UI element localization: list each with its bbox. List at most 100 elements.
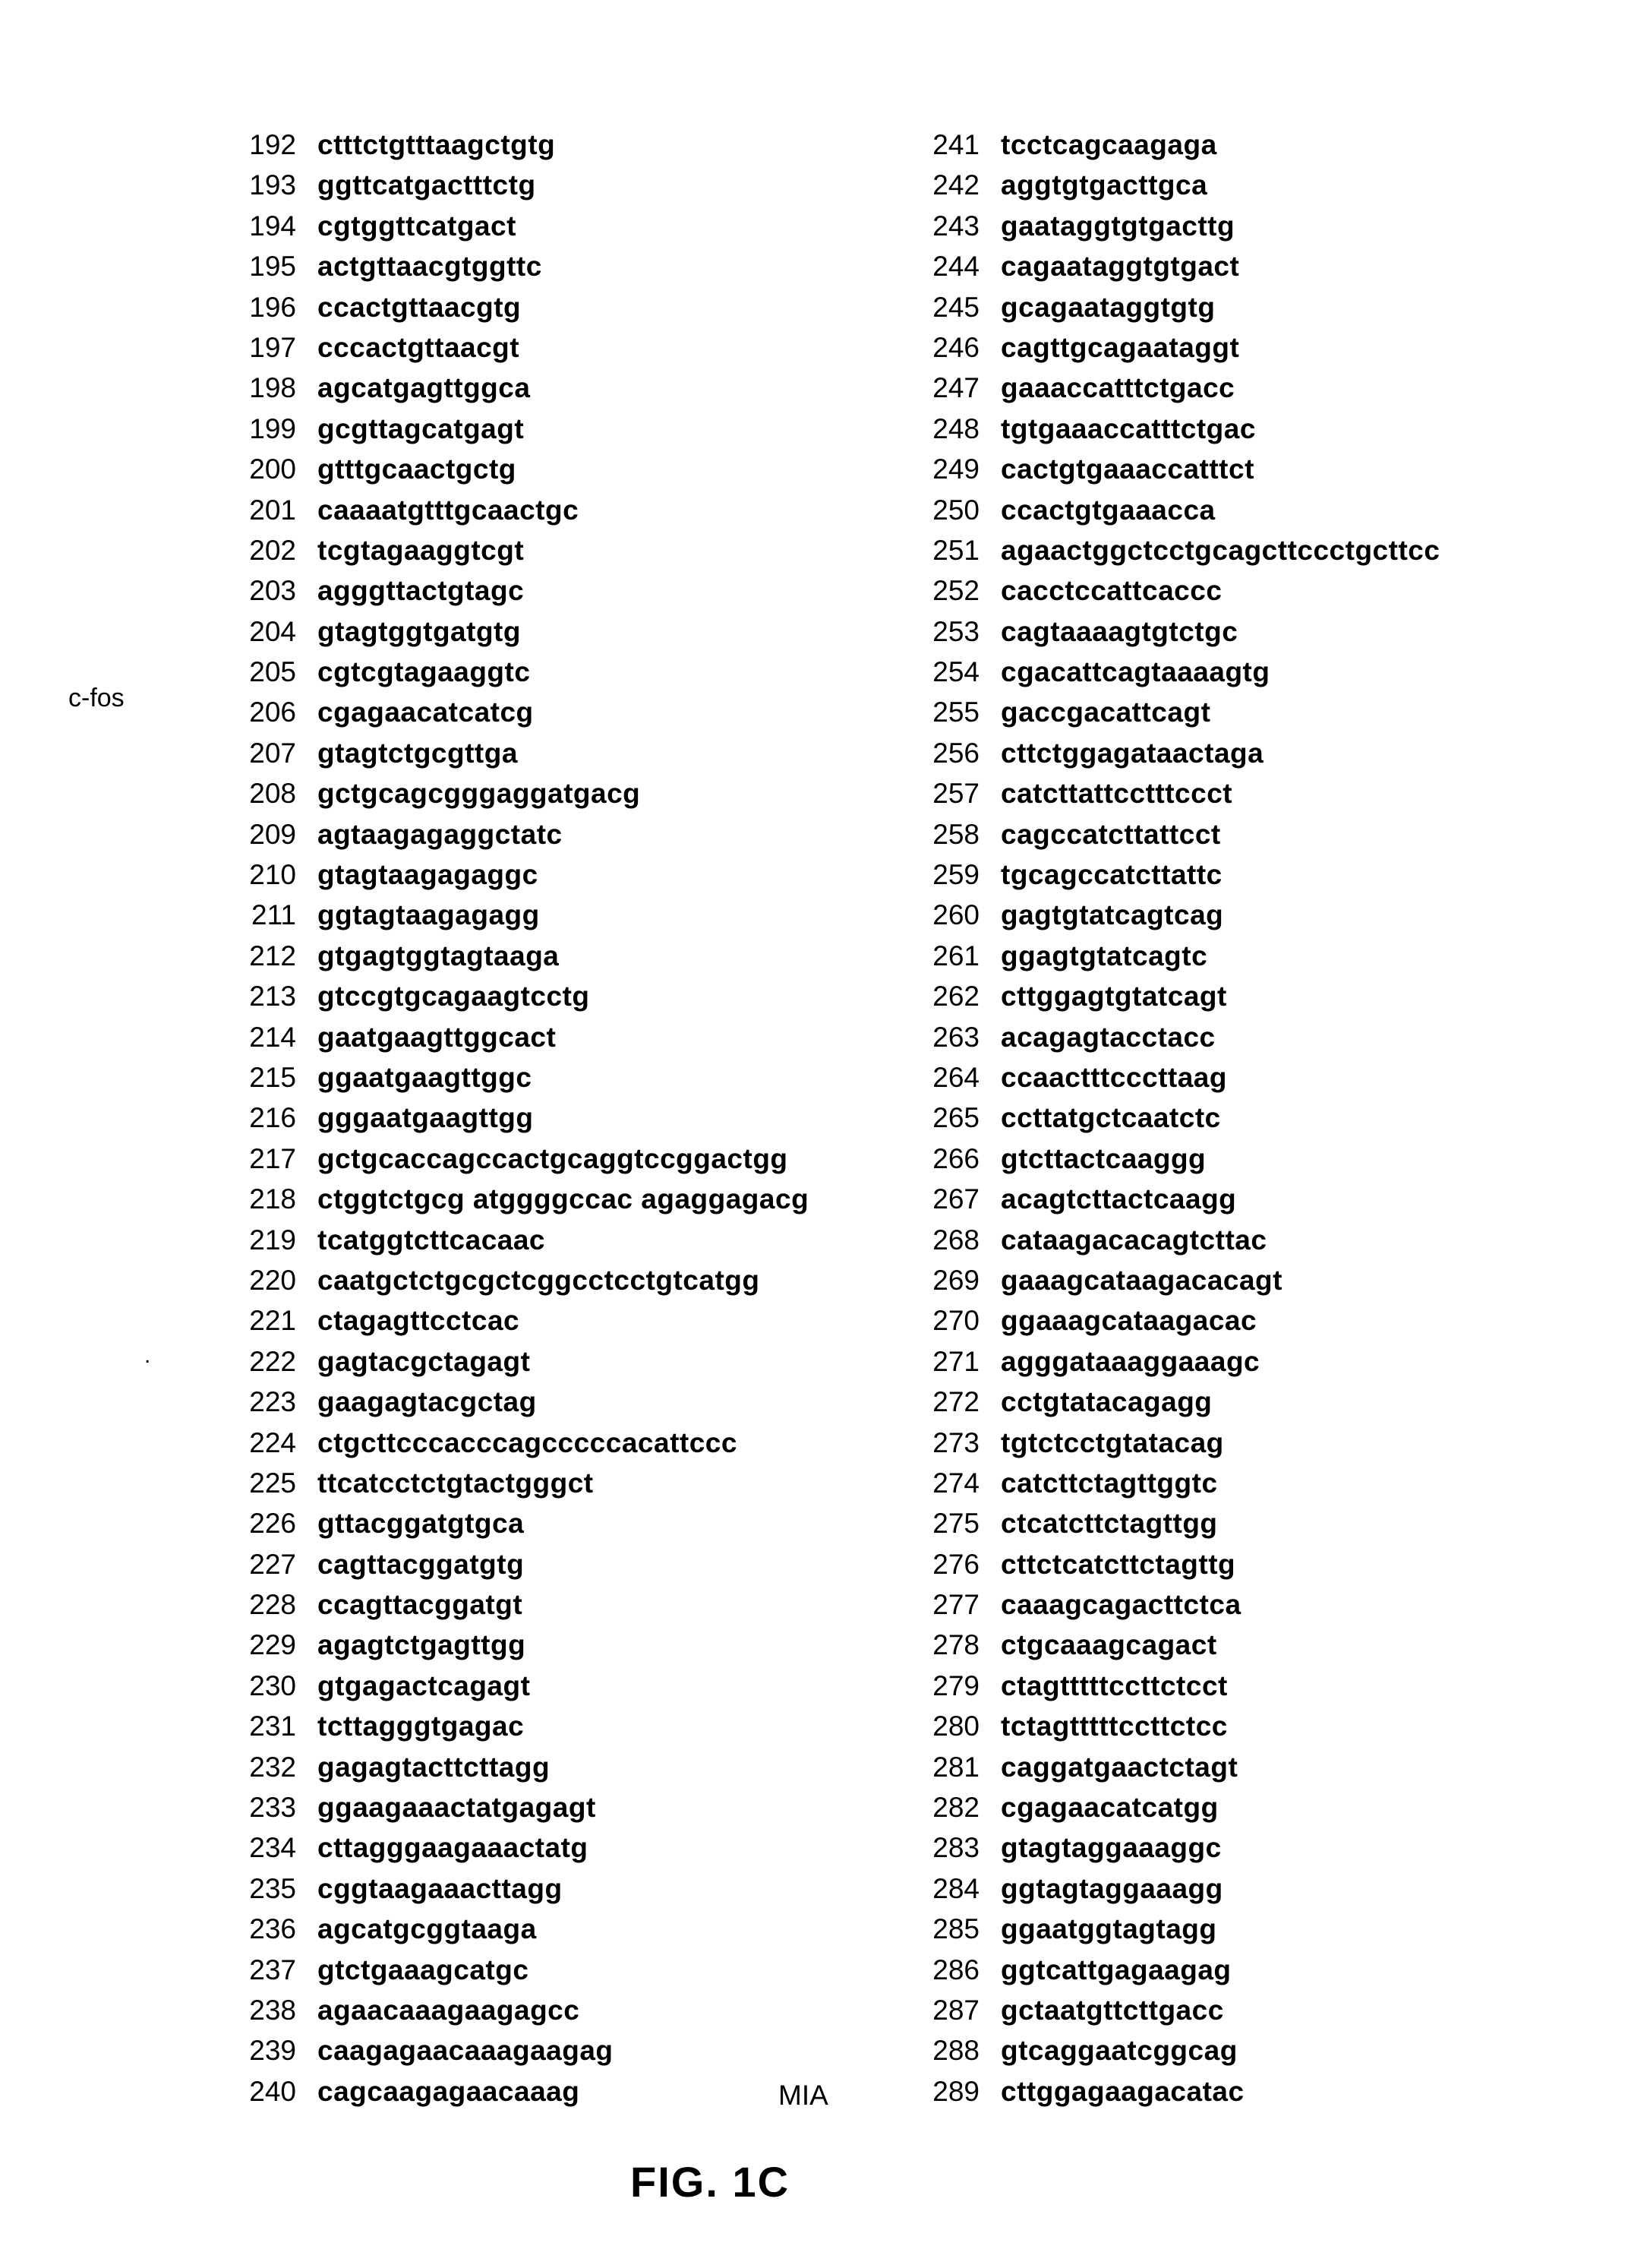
sequence-row: 260gagtgtatcagtcag (911, 899, 1557, 940)
sequence-number: 211 (228, 899, 317, 931)
sequence-number: 275 (911, 1508, 1001, 1540)
sequence-row: 213gtccgtgcagaagtcctg (228, 981, 911, 1021)
sequence-number: 234 (228, 1832, 317, 1864)
sequence-string: tcctcagcaagaga (1001, 129, 1217, 161)
sequence-number: 274 (911, 1467, 1001, 1499)
sequence-number: 194 (228, 210, 317, 242)
sequence-number: 256 (911, 738, 1001, 769)
sequence-row: 259tgcagccatcttattc (911, 859, 1557, 899)
sequence-number: 285 (911, 1913, 1001, 1945)
sequence-number: 239 (228, 2035, 317, 2067)
sequence-number: 218 (228, 1183, 317, 1215)
sequence-number: 207 (228, 738, 317, 769)
sequence-row: 246cagttgcagaataggt (911, 332, 1557, 372)
sequence-string: cagttacggatgtg (317, 1549, 524, 1581)
sequence-string: ggttcatgactttctg (317, 169, 536, 201)
sequence-number: 283 (911, 1832, 1001, 1864)
sequence-string: catcttattcctttccct (1001, 778, 1232, 810)
sequence-number: 243 (911, 210, 1001, 242)
sequence-row: 212gtgagtggtagtaaga (228, 940, 911, 981)
sequence-number: 251 (911, 535, 1001, 567)
sequence-row: 227cagttacggatgtg (228, 1549, 911, 1589)
sequence-number: 264 (911, 1062, 1001, 1094)
sequence-row: 244cagaataggtgtgact (911, 251, 1557, 291)
stray-mark: . (144, 1343, 150, 1369)
sequence-string: cactgtgaaaccatttct (1001, 453, 1254, 485)
sequence-row: 249cactgtgaaaccatttct (911, 453, 1557, 494)
sequence-string: ctcatcttctagttgg (1001, 1508, 1218, 1540)
sequence-number: 198 (228, 372, 317, 404)
sequence-string: ggaatggtagtagg (1001, 1913, 1216, 1945)
sequence-row: 217gctgcaccagccactgcaggtccggactgg (228, 1143, 911, 1183)
sequence-row: 289cttggagaagacatac (911, 2076, 1557, 2116)
sequence-row: 254cgacattcagtaaaagtg (911, 656, 1557, 697)
sequence-string: cataagacacagtcttac (1001, 1224, 1267, 1256)
sequence-number: 235 (228, 1873, 317, 1905)
sequence-row: 236agcatgcggtaaga (228, 1913, 911, 1954)
sequence-string: ccaactttcccttaag (1001, 1062, 1227, 1094)
sequence-number: 220 (228, 1265, 317, 1297)
sequence-number: 217 (228, 1143, 317, 1175)
sequence-number: 226 (228, 1508, 317, 1540)
sequence-string: tcatggtcttcacaac (317, 1224, 545, 1256)
sequence-string: tgtgaaaccatttctgac (1001, 413, 1256, 445)
sequence-row: 273tgtctcctgtatacag (911, 1427, 1557, 1467)
sequence-number: 204 (228, 616, 317, 648)
sequence-string: gtgagtggtagtaaga (317, 940, 559, 972)
sequence-string: tctagtttttccttctcc (1001, 1710, 1228, 1742)
sequence-string: gttacggatgtgca (317, 1508, 524, 1540)
sequence-row: 197cccactgttaacgt (228, 332, 911, 372)
sequence-string: ggtcattgagaagag (1001, 1954, 1232, 1986)
sequence-string: cttagggaagaaactatg (317, 1832, 588, 1864)
sequence-row: 198agcatgagttggca (228, 372, 911, 412)
sequence-string: ggagtgtatcagtc (1001, 940, 1207, 972)
sequence-number: 233 (228, 1792, 317, 1824)
sequence-row: 228ccagttacggatgt (228, 1589, 911, 1629)
sequence-number: 276 (911, 1549, 1001, 1581)
figure-caption: FIG. 1C (630, 2157, 790, 2206)
sequence-number: 229 (228, 1629, 317, 1661)
sequence-row: 200gtttgcaactgctg (228, 453, 911, 494)
sequence-string: gtcttactcaaggg (1001, 1143, 1206, 1175)
sequence-column-right: 241tcctcagcaagaga242aggtgtgacttgca243gaa… (911, 129, 1557, 2116)
sequence-string: acagtcttactcaagg (1001, 1183, 1236, 1215)
sequence-string: cagccatcttattcct (1001, 819, 1221, 851)
sequence-number: 202 (228, 535, 317, 567)
sequence-row: 239caagagaacaaagaagag (228, 2035, 911, 2075)
sequence-string: gtcaggaatcggcag (1001, 2035, 1238, 2067)
sequence-number: 279 (911, 1670, 1001, 1702)
sequence-string: caggatgaactctagt (1001, 1752, 1238, 1783)
sequence-string: cgtcgtagaaggtc (317, 656, 530, 688)
sequence-number: 223 (228, 1386, 317, 1418)
sequence-number: 221 (228, 1305, 317, 1337)
sequence-number: 268 (911, 1224, 1001, 1256)
sequence-row: 204gtagtggtgatgtg (228, 616, 911, 656)
sequence-number: 205 (228, 656, 317, 688)
sequence-row: 270ggaaagcataagacac (911, 1305, 1557, 1345)
sequence-row: 215ggaatgaagttggc (228, 1062, 911, 1102)
sequence-row: 248tgtgaaaccatttctgac (911, 413, 1557, 453)
sequence-row: 193ggttcatgactttctg (228, 169, 911, 210)
sequence-number: 195 (228, 251, 317, 283)
sequence-string: ctttctgtttaagctgtg (317, 129, 555, 161)
sequence-number: 289 (911, 2076, 1001, 2108)
sequence-number: 215 (228, 1062, 317, 1094)
sequence-row: 243gaataggtgtgacttg (911, 210, 1557, 251)
sequence-string: ggtagtaggaaagg (1001, 1873, 1223, 1905)
sequence-string: caaaatgtttgcaactgc (317, 494, 579, 526)
sequence-string: cctgtatacagagg (1001, 1386, 1212, 1418)
sequence-row: 208gctgcagcgggaggatgacg (228, 778, 911, 818)
sequence-row: 264ccaactttcccttaag (911, 1062, 1557, 1102)
sequence-row: 286ggtcattgagaagag (911, 1954, 1557, 1995)
sequence-number: 260 (911, 899, 1001, 931)
sequence-number: 255 (911, 697, 1001, 728)
sequence-row: 263acagagtacctacc (911, 1022, 1557, 1062)
sequence-number: 270 (911, 1305, 1001, 1337)
sequence-string: cttctcatcttctagttg (1001, 1549, 1235, 1581)
sequence-row: 245gcagaataggtgtg (911, 292, 1557, 332)
sequence-row: 258cagccatcttattcct (911, 819, 1557, 859)
sequence-row: 196ccactgttaacgtg (228, 292, 911, 332)
sequence-string: ctgcaaagcagact (1001, 1629, 1217, 1661)
sequence-string: cggtaagaaacttagg (317, 1873, 563, 1905)
sequence-row: 206cgagaacatcatcg (228, 697, 911, 737)
